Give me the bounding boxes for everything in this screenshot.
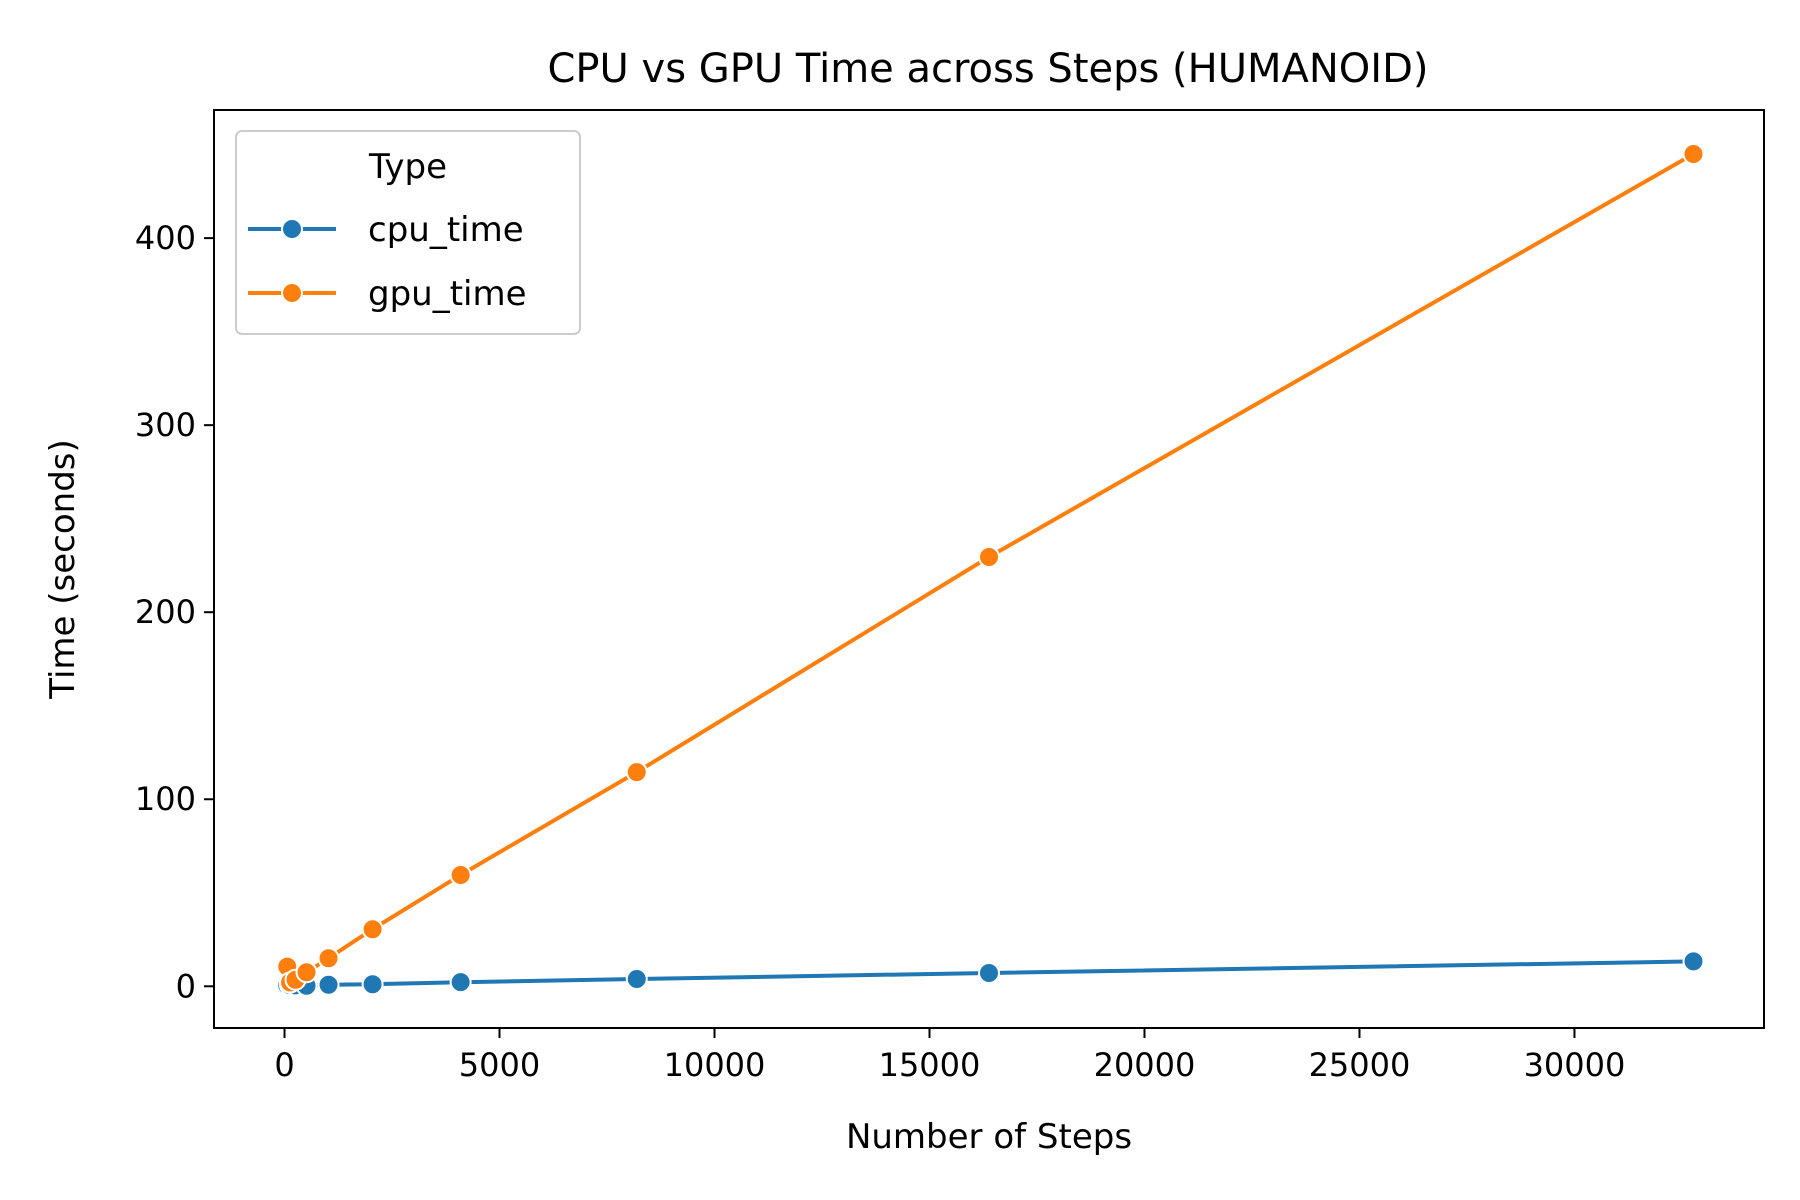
legend-title: Type [368, 147, 447, 187]
data-point-cpu_time [317, 973, 340, 996]
x-tick-label: 15000 [879, 1046, 981, 1084]
legend-item-gpu: gpu_time [248, 274, 527, 314]
y-tick-label: 0 [176, 967, 196, 1005]
x-axis-label: Number of Steps [846, 1117, 1132, 1157]
plot-area [276, 142, 1705, 997]
x-tick-label: 30000 [1524, 1046, 1626, 1084]
x-tick-label: 0 [274, 1046, 294, 1084]
x-tick-label: 5000 [459, 1046, 540, 1084]
chart-title: CPU vs GPU Time across Steps (HUMANOID) [548, 46, 1429, 92]
legend: Type cpu_time gpu_time [235, 130, 581, 335]
y-axis-label: Time (seconds) [43, 439, 83, 700]
legend-marker-cpu [281, 218, 303, 240]
y-tick-label: 100 [135, 780, 196, 818]
x-tick-label: 10000 [664, 1046, 766, 1084]
axes-frame [213, 109, 1765, 1029]
y-tick-label: 200 [135, 593, 196, 631]
data-point-cpu_time [361, 973, 384, 996]
legend-item-cpu: cpu_time [248, 210, 524, 250]
y-axis: 0 100 200 300 400 [135, 219, 214, 1005]
series-gpu_time [276, 142, 1705, 994]
legend-box [235, 130, 581, 335]
x-axis: 0 5000 10000 15000 20000 25000 30000 [274, 1028, 1625, 1084]
data-point-gpu_time [1682, 142, 1705, 165]
data-point-gpu_time [361, 918, 384, 941]
data-point-cpu_time [978, 962, 1000, 985]
data-point-gpu_time [449, 864, 472, 886]
y-tick-label: 400 [135, 219, 196, 257]
x-tick-label: 20000 [1094, 1046, 1196, 1084]
legend-label-gpu: gpu_time [368, 274, 527, 314]
y-tick-label: 300 [135, 406, 196, 444]
data-point-cpu_time [1682, 950, 1705, 973]
data-point-cpu_time [625, 967, 648, 990]
data-point-gpu_time [295, 961, 318, 984]
data-point-gpu_time [317, 947, 340, 970]
data-point-gpu_time [625, 761, 648, 784]
legend-marker-gpu [281, 282, 303, 304]
x-tick-label: 25000 [1309, 1046, 1411, 1084]
data-point-cpu_time [449, 971, 472, 994]
data-point-gpu_time [978, 546, 1000, 569]
series-cpu_time [276, 950, 1705, 997]
legend-label-cpu: cpu_time [368, 210, 524, 250]
